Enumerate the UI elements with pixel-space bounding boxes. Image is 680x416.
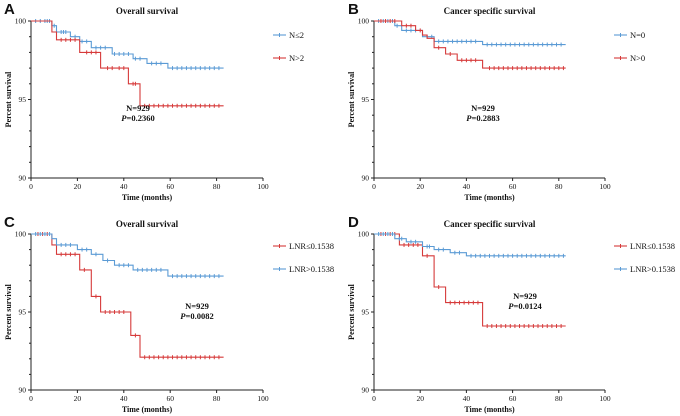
y-tick-label: 100 xyxy=(358,17,370,26)
y-axis-label: Percent survival xyxy=(4,283,13,339)
x-tick-label: 0 xyxy=(29,394,33,403)
series-1: LNR≤0.1538 xyxy=(374,232,675,329)
annotation-n: N=929 xyxy=(471,103,495,113)
x-tick-label: 60 xyxy=(166,394,174,403)
series-2: LNR>0.1538 xyxy=(31,232,334,279)
x-tick-label: 40 xyxy=(120,182,128,191)
panel-b: B Cancer specific survival 0 20 40 60 80 100 90 9… xyxy=(347,1,645,202)
chart-title: Overall survival xyxy=(116,6,179,16)
y-tick-label: 95 xyxy=(19,95,27,104)
panel-letter: C xyxy=(4,214,15,231)
annotation-n: N=929 xyxy=(513,291,537,301)
x-tick-label: 80 xyxy=(213,394,221,403)
legend-label: LNR>0.1538 xyxy=(289,264,334,274)
x-tick-label: 40 xyxy=(463,394,471,403)
legend-label: N≤2 xyxy=(289,30,304,40)
annotation-n: N=929 xyxy=(185,301,209,311)
legend-label: LNR>0.1538 xyxy=(630,264,675,274)
p-value: =0.0124 xyxy=(513,301,542,311)
y-tick-label: 100 xyxy=(15,230,27,239)
x-tick-label: 0 xyxy=(372,182,376,191)
x-tick-label: 100 xyxy=(599,394,611,403)
chart-title: Overall survival xyxy=(116,219,179,229)
legend-label: N>2 xyxy=(289,53,304,63)
x-tick-label: 20 xyxy=(416,394,424,403)
x-tick-label: 100 xyxy=(257,394,269,403)
legend-label: LNR≤0.1538 xyxy=(289,241,334,251)
y-tick-label: 90 xyxy=(19,174,27,183)
p-value: =0.0082 xyxy=(185,311,213,321)
p-value: =0.2360 xyxy=(126,113,154,123)
p-value: =0.2883 xyxy=(471,113,499,123)
survival-curve xyxy=(31,20,224,69)
x-tick-label: 60 xyxy=(509,394,517,403)
panel-a: A Overall survival 0 20 40 60 80 100 90 95 100 Time… xyxy=(4,1,304,202)
legend-label: LNR≤0.1538 xyxy=(630,241,675,251)
legend-label: N=0 xyxy=(630,30,645,40)
x-tick-label: 40 xyxy=(120,394,128,403)
x-tick-label: 80 xyxy=(555,394,563,403)
p-symbol: P xyxy=(466,113,472,123)
survival-curve xyxy=(374,233,566,327)
x-tick-label: 80 xyxy=(555,182,563,191)
y-tick-label: 90 xyxy=(19,386,27,395)
annotation-p: P=0.2360 xyxy=(121,113,154,123)
p-symbol: P xyxy=(180,311,186,321)
y-axis-label: Percent survival xyxy=(4,71,13,127)
x-tick-label: 0 xyxy=(29,182,33,191)
legend-label: N>0 xyxy=(630,53,645,63)
survival-curve xyxy=(31,233,224,358)
x-axis-label: Time (months) xyxy=(122,193,173,202)
y-axis-label: Percent survival xyxy=(347,283,356,339)
x-axis-label: Time (months) xyxy=(464,405,515,414)
x-tick-label: 60 xyxy=(509,182,517,191)
series-1: N=0 xyxy=(374,19,645,47)
y-tick-label: 100 xyxy=(15,17,27,26)
y-axis-label: Percent survival xyxy=(347,71,356,127)
x-tick-label: 100 xyxy=(599,182,611,191)
annotation-p: P=0.0124 xyxy=(508,301,542,311)
survival-curve xyxy=(31,20,224,107)
x-tick-label: 40 xyxy=(463,182,471,191)
y-tick-label: 95 xyxy=(362,308,370,317)
x-tick-label: 20 xyxy=(416,182,424,191)
x-axis-label: Time (months) xyxy=(464,193,515,202)
x-tick-label: 60 xyxy=(166,182,174,191)
p-symbol: P xyxy=(121,113,127,123)
x-axis-label: Time (months) xyxy=(122,405,173,414)
panel-c: C Overall survival 0 20 40 60 80 100 90 95 100 Time… xyxy=(4,214,334,414)
chart-title: Cancer specific survival xyxy=(444,219,536,229)
x-tick-label: 0 xyxy=(372,394,376,403)
panel-letter: D xyxy=(348,214,359,231)
series-2: LNR>0.1538 xyxy=(374,232,675,274)
y-tick-label: 90 xyxy=(362,386,370,395)
survival-curve xyxy=(31,233,224,277)
panel-letter: B xyxy=(348,1,359,18)
annotation-p: P=0.0082 xyxy=(180,311,213,321)
series-2: N>2 xyxy=(31,20,304,108)
x-tick-label: 20 xyxy=(74,394,82,403)
x-tick-label: 80 xyxy=(213,182,221,191)
series-2: N>0 xyxy=(374,19,645,71)
series-1: N≤2 xyxy=(31,19,304,71)
p-symbol: P xyxy=(508,301,514,311)
survival-curve xyxy=(374,233,566,257)
series-1: LNR≤0.1538 xyxy=(31,232,334,360)
y-tick-label: 95 xyxy=(362,95,370,104)
y-tick-label: 95 xyxy=(19,308,27,317)
panel-letter: A xyxy=(4,1,15,18)
x-tick-label: 100 xyxy=(257,182,269,191)
x-tick-label: 20 xyxy=(74,182,82,191)
panel-d: D Cancer specific survival 0 20 40 60 80 100 90 9… xyxy=(347,214,675,414)
y-tick-label: 100 xyxy=(358,230,370,239)
chart-title: Cancer specific survival xyxy=(444,6,536,16)
annotation-n: N=929 xyxy=(126,103,150,113)
y-tick-label: 90 xyxy=(362,174,370,183)
survival-curve xyxy=(374,20,566,46)
annotation-p: P=0.2883 xyxy=(466,113,499,123)
